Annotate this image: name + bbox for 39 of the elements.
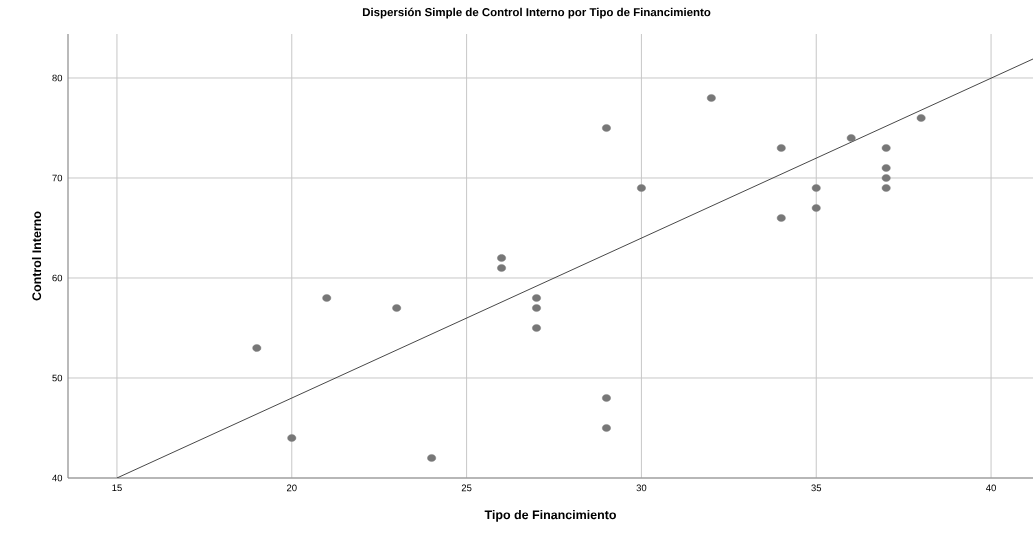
point [637,184,646,192]
x-tick-label: 15 [112,484,122,492]
point [322,294,332,302]
point [602,124,611,132]
point [287,434,297,442]
y-tick-label: 60 [52,274,63,282]
x-tick-label: 20 [286,484,297,492]
point [916,114,926,122]
y-tick-label: 70 [52,174,63,182]
point [427,454,437,462]
point [532,294,541,302]
y-axis-title: Control Interno [31,211,42,301]
point [881,174,891,182]
point [776,214,786,222]
point [602,394,611,402]
point [392,304,402,312]
point [811,204,821,212]
x-tick-label: 25 [461,484,472,492]
point [602,424,611,432]
point [881,184,891,192]
point [706,94,716,102]
y-tick-label: 80 [52,74,63,82]
chart-title: Dispersión Simple de Control Interno por Tipo de Financimiento [362,7,711,19]
x-tick-label: 30 [636,484,647,492]
x-tick-label: 40 [986,484,996,492]
y-tick-label: 50 [52,374,63,382]
point [532,324,541,332]
point [252,344,262,352]
x-axis-title: Tipo de Financimiento [484,510,616,522]
y-tick-label: 40 [52,474,63,482]
x-tick-label: 35 [811,484,822,492]
point [497,264,506,272]
point [532,304,541,312]
point [776,144,786,152]
point [881,144,891,152]
point [811,184,821,192]
point [846,134,856,142]
point [497,254,506,262]
point [881,164,891,172]
